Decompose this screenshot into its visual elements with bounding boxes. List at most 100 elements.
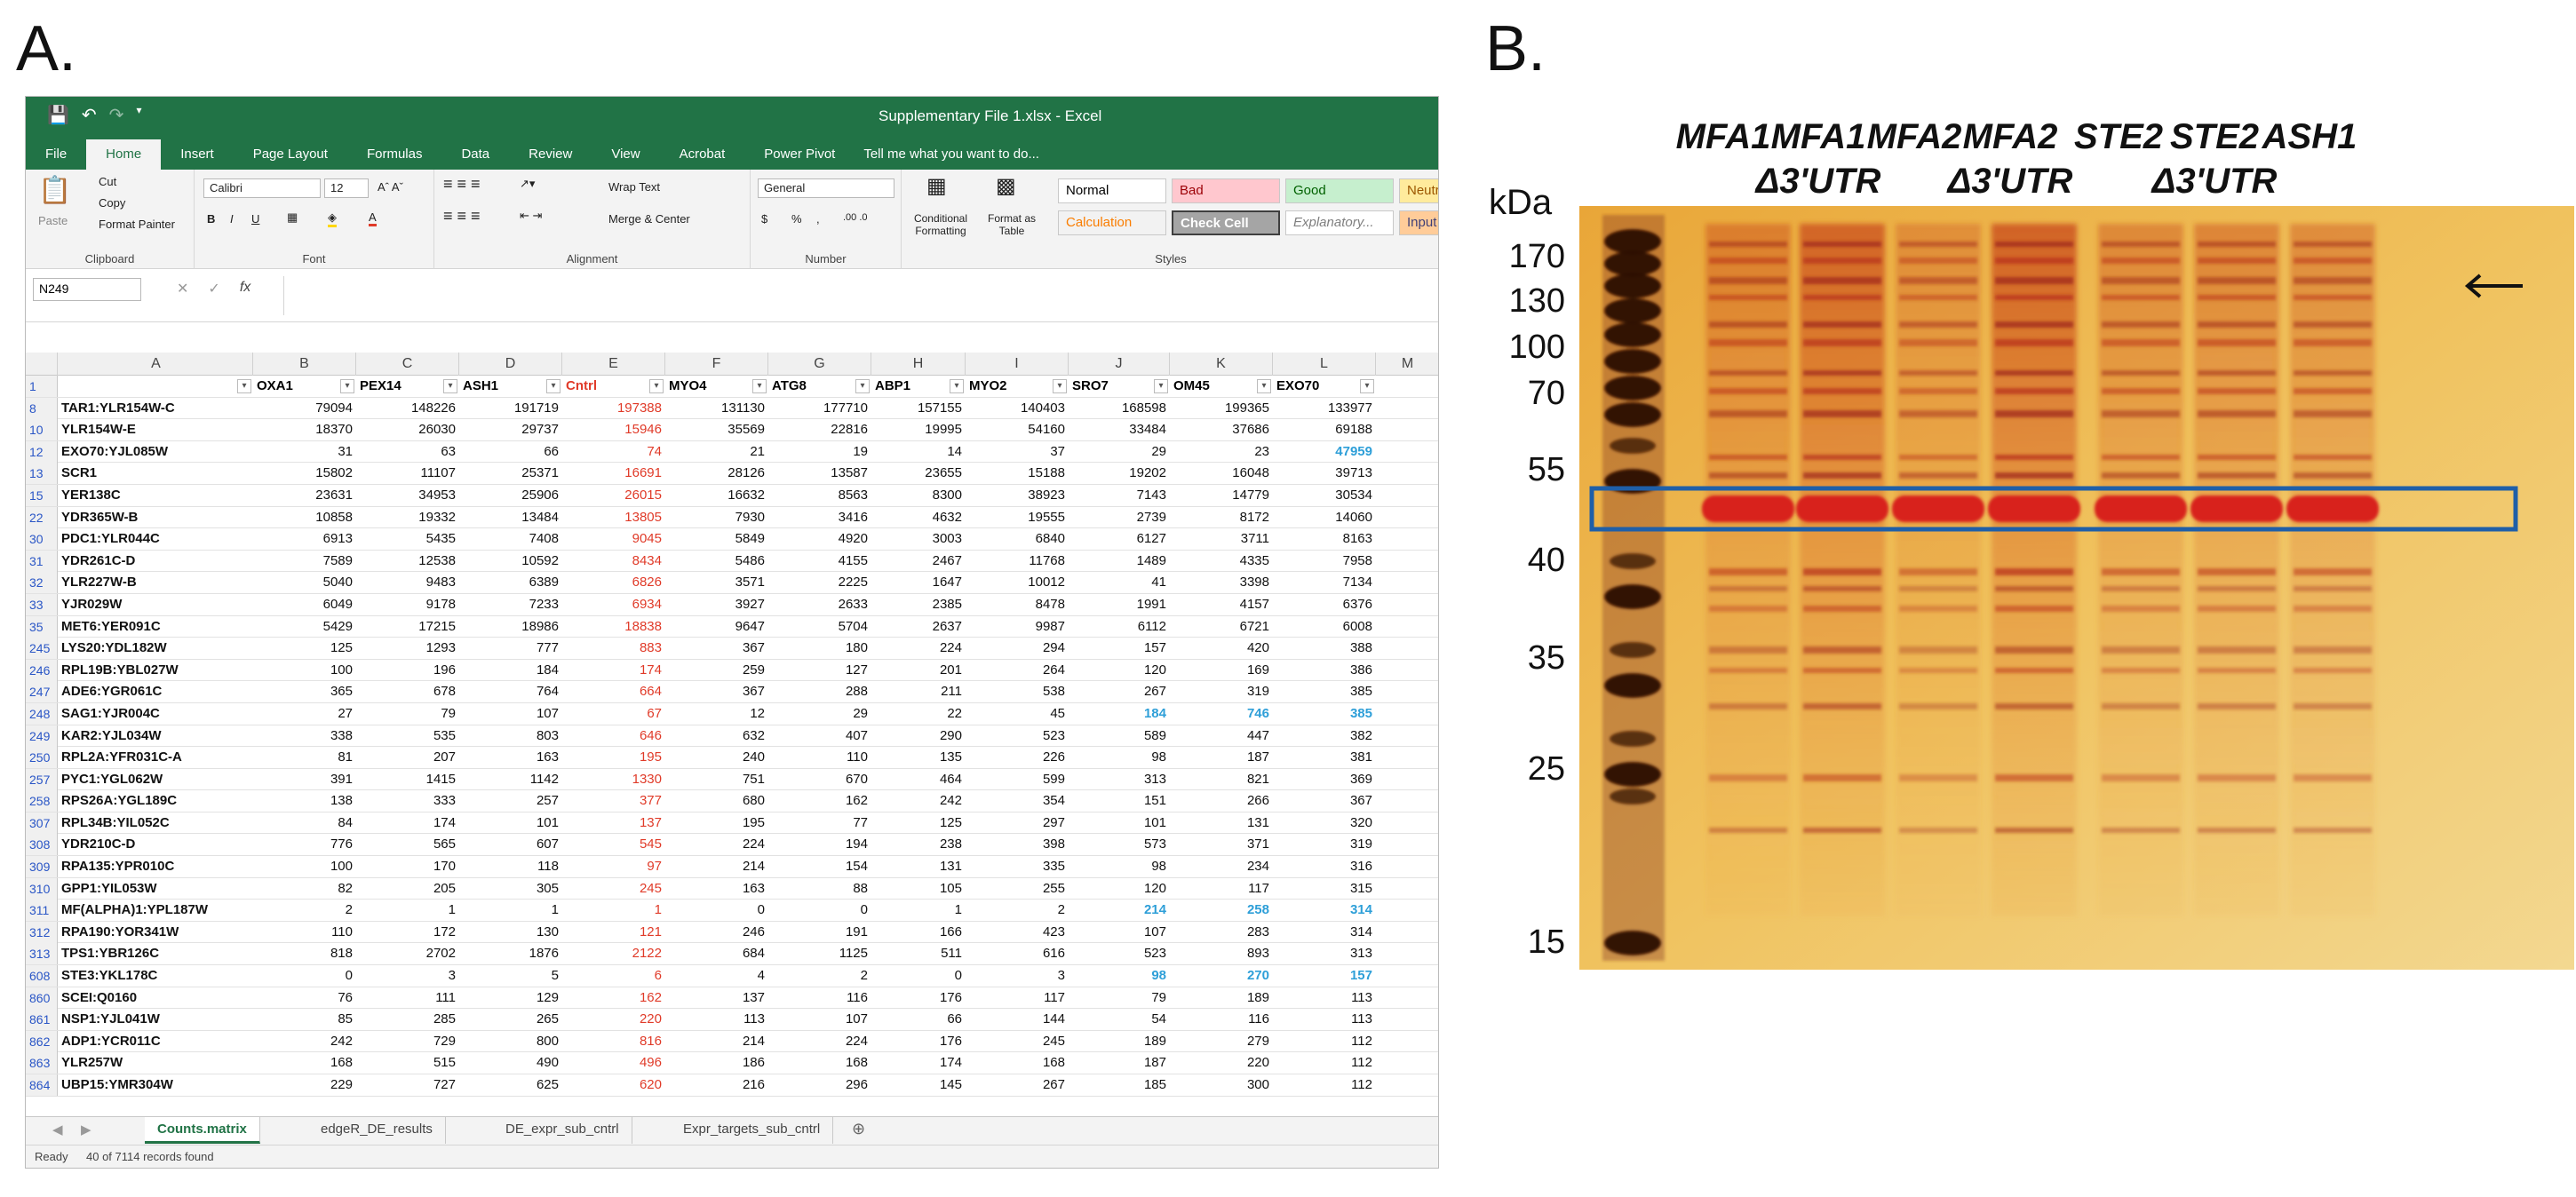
count-cell[interactable]: 776 [330,836,353,852]
filter-dropdown-icon[interactable]: ▾ [340,379,354,393]
count-cell[interactable]: 4920 [838,531,868,547]
count-cell[interactable]: 447 [1246,727,1269,743]
count-cell[interactable]: 523 [1143,946,1166,962]
count-cell[interactable]: 174 [639,662,662,678]
column-title[interactable]: PEX14 [360,378,402,393]
count-cell[interactable]: 270 [1246,968,1269,984]
count-cell[interactable]: 35569 [727,422,765,438]
count-cell[interactable]: 118 [537,859,559,875]
count-cell[interactable]: 5040 [322,575,353,591]
name-box[interactable]: N249 [33,278,141,301]
count-cell[interactable]: 168 [330,1055,353,1071]
copy-button[interactable]: Copy [99,196,126,210]
count-cell[interactable]: 367 [1349,793,1372,809]
count-cell[interactable]: 74 [647,443,662,459]
count-cell[interactable]: 170 [433,859,456,875]
row-number[interactable]: 245 [26,638,58,660]
count-cell[interactable]: 573 [1143,836,1166,852]
sheet-tab-de-expr-sub-cntrl[interactable]: DE_expr_sub_cntrl [493,1117,632,1144]
count-cell[interactable]: 37 [1050,443,1065,459]
count-cell[interactable]: 101 [536,814,559,830]
count-cell[interactable]: 2225 [838,575,868,591]
count-cell[interactable]: 69188 [1335,422,1372,438]
count-cell[interactable]: 8434 [632,552,662,568]
count-cell[interactable]: 23631 [315,487,353,503]
count-cell[interactable]: 7134 [1342,575,1372,591]
count-cell[interactable]: 7958 [1342,552,1372,568]
count-cell[interactable]: 377 [639,793,662,809]
count-cell[interactable]: 15188 [1028,465,1065,481]
count-cell[interactable]: 11107 [420,465,457,481]
count-cell[interactable]: 267 [1143,684,1166,700]
count-cell[interactable]: 0 [954,968,962,984]
count-cell[interactable]: 26015 [624,487,662,503]
row-number[interactable]: 33 [26,593,58,615]
count-cell[interactable]: 821 [1246,771,1269,787]
count-cell[interactable]: 664 [639,684,662,700]
count-cell[interactable]: 13484 [521,509,559,525]
enter-icon[interactable]: ✓ [208,281,220,297]
count-cell[interactable]: 37686 [1232,422,1269,438]
column-header-k[interactable]: K [1170,353,1273,376]
count-cell[interactable]: 113 [743,1011,765,1027]
gene-name-cell[interactable]: ADE6:YGR061C [61,684,163,700]
style-check-cell[interactable]: Check Cell [1172,210,1280,235]
count-cell[interactable]: 3711 [1240,531,1269,547]
count-cell[interactable]: 148226 [410,400,456,416]
tab-view[interactable]: View [611,147,640,162]
paste-button[interactable]: Paste [38,214,68,227]
count-cell[interactable]: 33484 [1129,422,1166,438]
count-cell[interactable]: 25371 [521,465,559,481]
count-cell[interactable]: 19332 [418,509,456,525]
row-number[interactable]: 308 [26,834,58,856]
count-cell[interactable]: 224 [845,1033,868,1049]
count-cell[interactable]: 1415 [425,771,456,787]
count-cell[interactable]: 391 [330,771,353,787]
row-number[interactable]: 862 [26,1030,58,1052]
count-cell[interactable]: 381 [1349,749,1372,765]
row-number[interactable]: 861 [26,1009,58,1031]
count-cell[interactable]: 9178 [425,596,456,612]
row-number[interactable]: 312 [26,921,58,943]
row-number[interactable]: 15 [26,484,58,506]
count-cell[interactable]: 5486 [735,552,765,568]
gene-name-cell[interactable]: YLR154W-E [61,422,136,438]
count-cell[interactable]: 112 [1351,1077,1372,1092]
count-cell[interactable]: 125 [939,814,962,830]
row-number[interactable]: 35 [26,615,58,638]
count-cell[interactable]: 77 [853,814,868,830]
count-cell[interactable]: 2467 [932,552,962,568]
add-sheet-icon[interactable]: ⊕ [852,1120,866,1138]
count-cell[interactable]: 496 [639,1055,662,1071]
count-cell[interactable]: 79 [1151,989,1166,1005]
count-cell[interactable]: 13805 [624,509,662,525]
count-cell[interactable]: 9647 [735,618,765,634]
count-cell[interactable]: 296 [845,1077,868,1092]
count-cell[interactable]: 245 [639,880,662,896]
count-cell[interactable]: 125 [330,640,353,656]
count-cell[interactable]: 6913 [322,531,353,547]
count-cell[interactable]: 5429 [322,618,353,634]
count-cell[interactable]: 17215 [418,618,456,634]
count-cell[interactable]: 11768 [1029,552,1065,568]
row-number[interactable]: 12 [26,440,58,463]
count-cell[interactable]: 10858 [315,509,353,525]
count-cell[interactable]: 8563 [838,487,868,503]
count-cell[interactable]: 2633 [838,596,868,612]
count-cell[interactable]: 371 [1246,836,1269,852]
count-cell[interactable]: 420 [1246,640,1269,656]
column-header-h[interactable]: H [871,353,966,376]
row-number[interactable]: 860 [26,987,58,1009]
count-cell[interactable]: 23 [1254,443,1269,459]
count-cell[interactable]: 7930 [735,509,765,525]
count-cell[interactable]: 10592 [521,552,559,568]
count-cell[interactable]: 313 [1349,946,1372,962]
gene-name-cell[interactable]: SAG1:YJR004C [61,705,160,721]
format-painter-button[interactable]: Format Painter [99,218,175,231]
column-title[interactable]: SRO7 [1072,378,1109,393]
paste-icon[interactable]: 📋 [38,176,72,205]
row-number[interactable]: 22 [26,506,58,528]
count-cell[interactable]: 191719 [513,400,559,416]
count-cell[interactable]: 538 [1042,684,1065,700]
count-cell[interactable]: 76 [338,989,353,1005]
